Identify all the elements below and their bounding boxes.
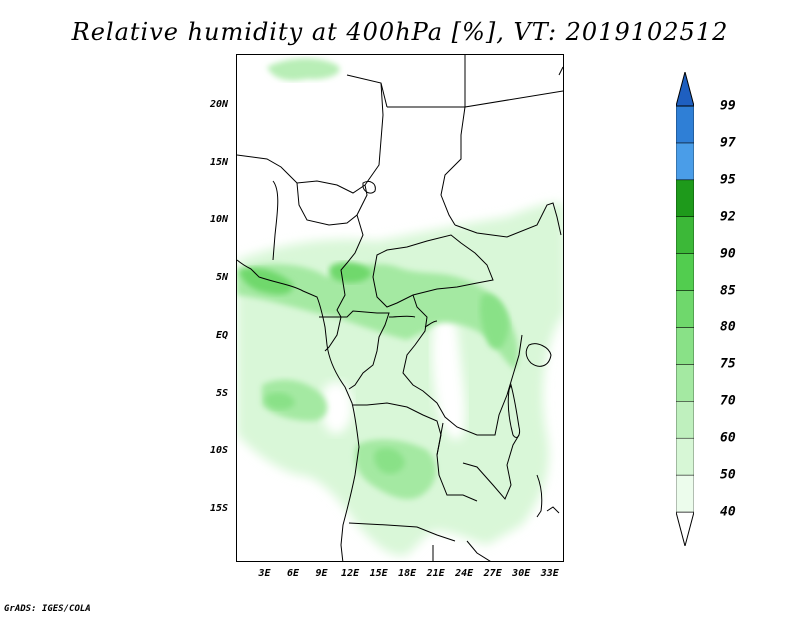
border-niger-chad	[364, 82, 384, 186]
lon-tick-label: 24E	[455, 568, 474, 579]
lat-tick-label: 5N	[215, 272, 228, 284]
lon-tick-label: 3E	[258, 568, 271, 579]
colorbar-swatch	[676, 216, 694, 254]
lat-tick-label: 10S	[209, 445, 228, 457]
colorbar-swatch	[676, 401, 694, 439]
lon-tick-label: 21E	[426, 568, 445, 579]
colorbar-level-label: 75	[720, 356, 736, 372]
river-congo	[388, 315, 438, 328]
coastline-east	[546, 66, 563, 514]
colorbar-swatch	[676, 142, 694, 181]
humidity-region-top	[267, 58, 340, 81]
colorbar-swatch	[676, 253, 694, 291]
border-chad-sudan	[387, 106, 466, 226]
humidity-region-medium	[237, 264, 519, 370]
lake-chad	[362, 180, 376, 194]
dry-region-west	[320, 381, 353, 434]
colorbar-swatch	[676, 474, 694, 513]
humidity-map	[237, 55, 563, 561]
border-mali-niger	[237, 154, 366, 194]
colorbar-level-label: 97	[720, 135, 736, 151]
grads-credit: GrADS: IGES/COLA	[4, 604, 91, 614]
humidity-core-south	[374, 448, 405, 474]
border-car	[372, 234, 494, 308]
lat-tick-label: 5S	[215, 387, 228, 399]
colorbar-level-label: 80	[720, 319, 736, 335]
lon-tick-label: 6E	[287, 568, 300, 579]
lat-tick-label: 10N	[209, 214, 228, 226]
border-congo	[341, 310, 390, 390]
colorbar-swatch	[676, 364, 694, 402]
lat-tick-label: 15S	[209, 503, 228, 515]
lon-tick-label: 12E	[341, 568, 360, 579]
border-gabon	[319, 316, 342, 352]
colorbar-swatch	[676, 290, 694, 328]
colorbar-swatch	[676, 179, 694, 217]
colorbar-over-triangle	[676, 72, 694, 107]
colorbar-level-label: 60	[720, 430, 736, 446]
border-angola	[348, 422, 456, 542]
border-cameroon-chad	[336, 214, 364, 318]
border-namibia-botswana	[432, 540, 491, 561]
humidity-field	[237, 58, 563, 556]
colorbar-level-label: 50	[720, 467, 736, 483]
lat-tick-label: 20N	[209, 98, 228, 110]
lake-victoria	[525, 343, 552, 367]
border-libya-egypt	[464, 55, 563, 108]
lat-tick-label: EQ	[215, 329, 228, 341]
colorbar-swatch	[676, 105, 694, 144]
humidity-core-gulf	[239, 268, 293, 295]
colorbar	[676, 72, 694, 546]
colorbar-level-label: 85	[720, 283, 736, 299]
humidity-region-southwest	[262, 379, 328, 421]
colorbar-level-label: 92	[720, 209, 736, 225]
humidity-core-west	[265, 392, 295, 410]
lon-tick-label: 18E	[398, 568, 417, 579]
lake-malawi	[536, 474, 543, 518]
border-drc-south	[353, 402, 478, 502]
lon-tick-label: 9E	[315, 568, 328, 579]
lat-tick-label: 15N	[209, 156, 228, 168]
map-title: Relative humidity at 400hPa [%], VT: 201…	[71, 18, 729, 46]
colorbar-swatch	[676, 437, 694, 476]
lon-tick-label: 15E	[369, 568, 388, 579]
coastline-west	[237, 259, 360, 561]
colorbar-level-label: 90	[720, 246, 736, 262]
humidity-core-cameroon	[329, 262, 372, 283]
colorbar-level-label: 99	[720, 98, 736, 114]
border-sudan-south	[454, 202, 562, 238]
colorbar-level-label: 70	[720, 393, 736, 409]
border-drc-north	[402, 294, 523, 436]
colorbar-swatch	[676, 327, 694, 365]
humidity-region-light	[237, 203, 563, 556]
humidity-core-east	[479, 294, 509, 349]
map-panel[interactable]	[236, 54, 564, 562]
colorbar-under-triangle	[676, 511, 694, 546]
border-nigeria	[272, 180, 368, 261]
border-zambia	[462, 434, 520, 500]
lon-tick-label: 27E	[483, 568, 502, 579]
colorbar-level-label: 40	[720, 504, 736, 520]
lake-tanganyika	[507, 383, 520, 438]
dry-region-interior	[432, 310, 466, 440]
lon-tick-label: 30E	[512, 568, 531, 579]
colorbar-level-label: 95	[720, 172, 736, 188]
country-borders	[237, 55, 563, 561]
lon-tick-label: 33E	[540, 568, 559, 579]
